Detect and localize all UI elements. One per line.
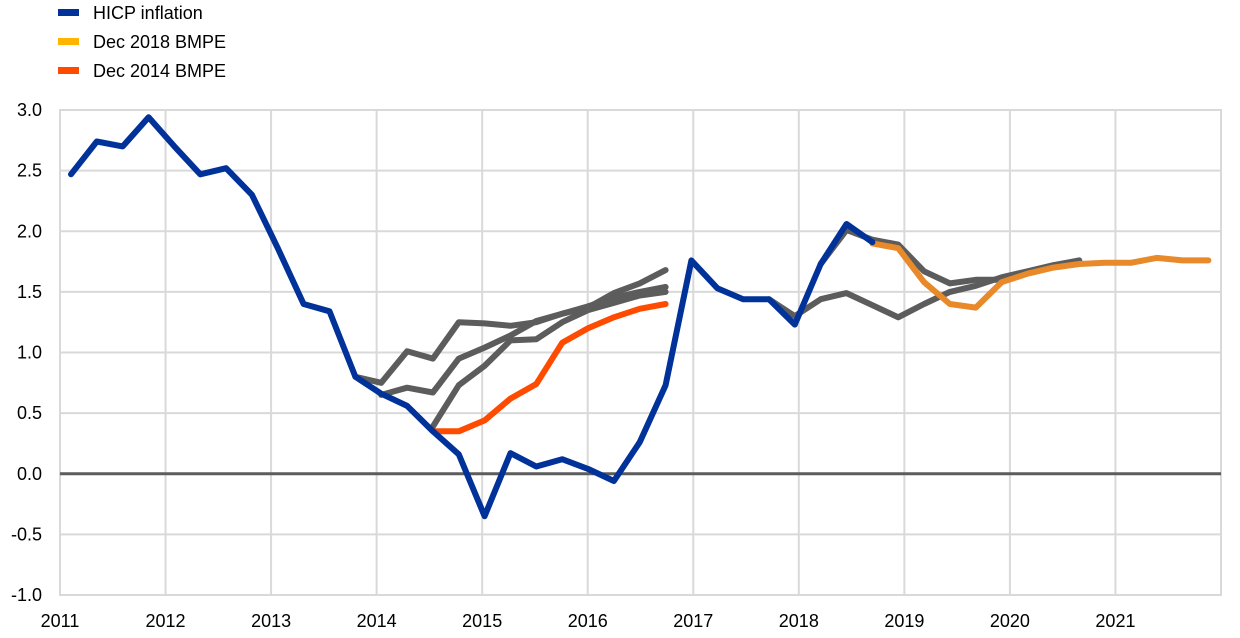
x-tick-label: 2012 bbox=[146, 611, 186, 631]
y-tick-label: 1.0 bbox=[17, 343, 42, 363]
x-tick-label: 2021 bbox=[1095, 611, 1135, 631]
legend: HICP inflation Dec 2018 BMPE Dec 2014 BM… bbox=[58, 3, 226, 81]
x-tick-label: 2018 bbox=[779, 611, 819, 631]
x-axis-ticks: 2011 2012 2013 2014 2015 2016 2017 2018 2019 2020… bbox=[41, 611, 1136, 631]
legend-swatch-hicp bbox=[58, 9, 79, 16]
series-line-projection-grey-2 bbox=[378, 284, 669, 398]
series-line-projection-grey-5 bbox=[817, 227, 1083, 287]
series-line-hicp-inflation bbox=[68, 114, 876, 520]
x-tick-label: 2011 bbox=[41, 611, 80, 631]
series-line-dec-2018-bmpe bbox=[869, 240, 1212, 311]
y-tick-label: 0.0 bbox=[17, 464, 42, 484]
series-line-dec-2014-bmpe bbox=[429, 301, 669, 435]
y-axis-ticks: 3.0 2.5 2.0 1.5 1.0 0.5 0.0 -0.5 -1.0 bbox=[11, 100, 42, 605]
legend-label-dec-2014: Dec 2014 BMPE bbox=[93, 61, 226, 81]
legend-label-hicp: HICP inflation bbox=[93, 3, 203, 23]
x-tick-label: 2013 bbox=[251, 611, 291, 631]
grid bbox=[59, 109, 1222, 596]
x-tick-label: 2016 bbox=[568, 611, 608, 631]
x-tick-label: 2017 bbox=[673, 611, 713, 631]
x-tick-label: 2015 bbox=[462, 611, 502, 631]
x-tick-label: 2020 bbox=[990, 611, 1030, 631]
y-tick-label: -1.0 bbox=[11, 585, 42, 605]
y-tick-label: 2.0 bbox=[17, 221, 42, 241]
y-tick-label: -0.5 bbox=[11, 524, 42, 544]
legend-swatch-dec-2014 bbox=[58, 67, 79, 74]
x-tick-label: 2014 bbox=[357, 611, 397, 631]
legend-swatch-dec-2018 bbox=[58, 38, 79, 45]
series-line-projection-grey-1 bbox=[352, 267, 669, 386]
y-tick-label: 1.5 bbox=[17, 282, 42, 302]
series-lines bbox=[68, 114, 1212, 520]
y-tick-label: 0.5 bbox=[17, 403, 42, 423]
x-tick-label: 2019 bbox=[884, 611, 924, 631]
series-line-projection-grey-3 bbox=[429, 288, 669, 430]
y-tick-label: 2.5 bbox=[17, 161, 42, 181]
legend-label-dec-2018: Dec 2018 BMPE bbox=[93, 32, 226, 52]
y-tick-label: 3.0 bbox=[17, 100, 42, 120]
